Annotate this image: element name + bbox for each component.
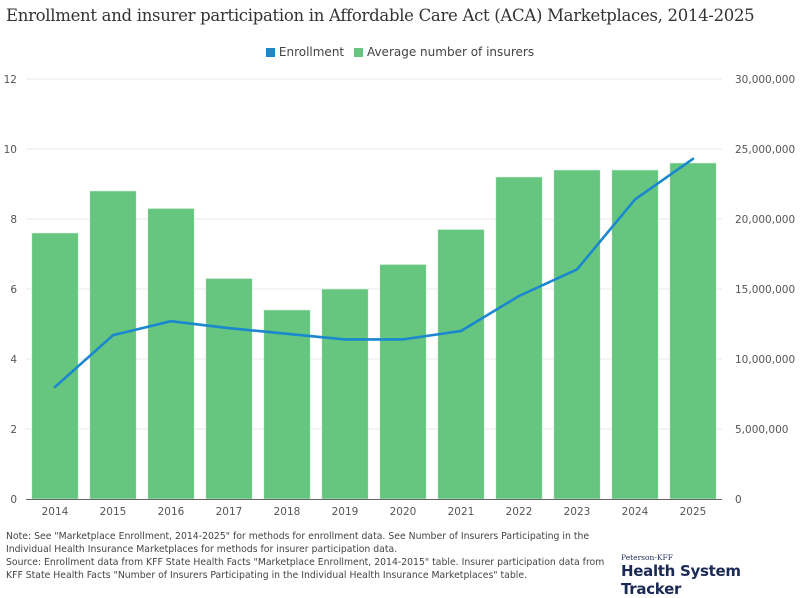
combo-chart: 0 2 4 6 8 10 12 0 5,000,000 10,000,000 15,000,000 2… <box>4 74 796 518</box>
enrollment-point-2015 <box>111 333 115 337</box>
legend-item-enrollment[interactable]: Enrollment <box>265 45 345 59</box>
bar-2020 <box>379 264 427 500</box>
left-axis-tick-label: 4 <box>10 354 17 366</box>
x-axis-tick-label: 2025 <box>680 506 707 518</box>
left-axis-tick-label: 10 <box>4 144 17 156</box>
bar-2021 <box>437 229 485 500</box>
right-axis-tick-label: 20,000,000 <box>735 214 795 226</box>
right-axis-tick-label: 5,000,000 <box>735 424 788 436</box>
enrollment-point-2025 <box>691 157 695 161</box>
legend-label-enrollment: Enrollment <box>278 45 345 59</box>
enrollment-point-2021 <box>459 329 463 333</box>
x-axis-tick-label: 2015 <box>100 506 127 518</box>
note-text: Note: See "Marketplace Enrollment, 2014-… <box>6 531 590 555</box>
legend-swatch-insurers <box>353 47 363 57</box>
left-axis-tick-label: 0 <box>10 494 17 506</box>
chart-title: Enrollment and insurer participation in … <box>6 6 755 25</box>
right-axis-tick-label: 0 <box>735 494 742 506</box>
footer-notes: Note: See "Marketplace Enrollment, 2014-… <box>6 530 616 582</box>
legend-item-insurers[interactable]: Average number of insurers <box>353 45 535 59</box>
left-axis-tick-label: 8 <box>10 214 17 226</box>
enrollment-point-2022 <box>517 294 521 298</box>
enrollment-line <box>54 157 694 388</box>
enrollment-point-2020 <box>401 338 405 341</box>
x-axis-tick-label: 2020 <box>390 506 417 518</box>
source-text: Source: Enrollment data from KFF State H… <box>6 557 605 581</box>
enrollment-point-2019 <box>343 338 347 341</box>
bar-2018 <box>263 309 311 500</box>
bar-2019 <box>321 288 369 500</box>
bar-2015 <box>89 190 137 500</box>
right-axis-tick-label: 30,000,000 <box>735 74 795 86</box>
enrollment-point-2018 <box>285 332 289 336</box>
enrollment-point-2014 <box>53 385 57 389</box>
bar-2022 <box>495 176 543 500</box>
bar-2014 <box>31 232 79 500</box>
right-axis-tick-label: 10,000,000 <box>735 354 795 366</box>
right-axis-tick-label: 15,000,000 <box>735 284 795 296</box>
x-axis-tick-label: 2019 <box>332 506 359 518</box>
left-axis-tick-label: 12 <box>4 74 17 86</box>
x-axis-tick-label: 2023 <box>564 506 591 518</box>
x-axis-tick-label: 2016 <box>158 506 185 518</box>
enrollment-point-2024 <box>633 198 637 201</box>
bar-2017 <box>205 278 253 500</box>
left-axis-tick-label: 6 <box>10 284 17 296</box>
right-axis-tick-label: 25,000,000 <box>735 144 795 156</box>
enrollment-point-2017 <box>227 326 231 330</box>
enrollment-point-2016 <box>169 319 173 323</box>
enrollment-point-2023 <box>575 268 579 271</box>
legend-label-insurers: Average number of insurers <box>366 45 535 59</box>
bar-2016 <box>147 208 195 500</box>
x-axis-tick-label: 2021 <box>448 506 475 518</box>
x-axis-tick-label: 2017 <box>216 506 243 518</box>
bar-2025 <box>669 162 717 500</box>
x-axis-tick-label: 2018 <box>274 506 301 518</box>
bar-2023 <box>553 169 601 500</box>
logo-subtitle: Peterson-KFF <box>621 553 673 562</box>
bar-2024 <box>611 169 659 500</box>
x-axis-tick-label: 2024 <box>622 506 649 518</box>
logo-title: Health System Tracker <box>621 562 741 598</box>
x-axis-tick-label: 2022 <box>506 506 533 518</box>
x-axis-tick-label: 2014 <box>42 506 69 518</box>
legend-swatch-enrollment <box>265 47 275 57</box>
left-axis-tick-label: 2 <box>10 424 17 436</box>
peterson-kff-logo: Peterson-KFF Health System Tracker <box>621 553 800 598</box>
legend: Enrollment Average number of insurers <box>0 45 800 60</box>
